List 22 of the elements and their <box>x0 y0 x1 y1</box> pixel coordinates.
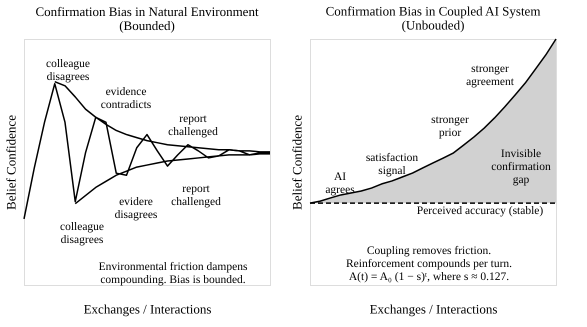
annotation: Invisible confirmation gap <box>491 148 551 186</box>
y-axis-title: Belief Confidence <box>290 114 304 210</box>
annotation: evidence contradicts <box>100 86 152 111</box>
annotation: stronger agreement <box>466 63 515 88</box>
chart-subtitle: (Bounded) <box>119 18 175 33</box>
annotation: stronger prior <box>431 114 470 139</box>
annotation: report challenged <box>168 113 218 138</box>
chart-title: Confirmation Bias in Coupled AI System <box>326 3 540 18</box>
x-axis-title: Exchanges / Interactions <box>370 302 498 316</box>
annotation: report challenged <box>171 183 222 208</box>
annotation: Perceived accuracy (stable) <box>416 205 544 217</box>
y-axis-title: Belief Confidence <box>4 114 18 210</box>
annotation: colleague disagrees <box>60 221 104 246</box>
x-axis-title: Exchanges / Interactions <box>84 302 212 316</box>
annotation: Coupling removes friction. Reinforcement compounds per turn. A(t) = A₀ (1 − s)ᵗ, where s ≈ 0.127. <box>346 245 512 283</box>
annotation: Environmental friction dampens compounding. Bias is bounded. <box>98 261 248 286</box>
annotation: AI agrees <box>325 171 356 196</box>
chart-subtitle: (Unbouded) <box>402 17 464 32</box>
chart-title: Confirmation Bias in Natural Environment <box>35 4 259 19</box>
annotation: evidere disagrees <box>114 196 158 221</box>
annotation: satisfaction signal <box>366 152 418 177</box>
annotation: colleague disagrees <box>46 58 90 83</box>
